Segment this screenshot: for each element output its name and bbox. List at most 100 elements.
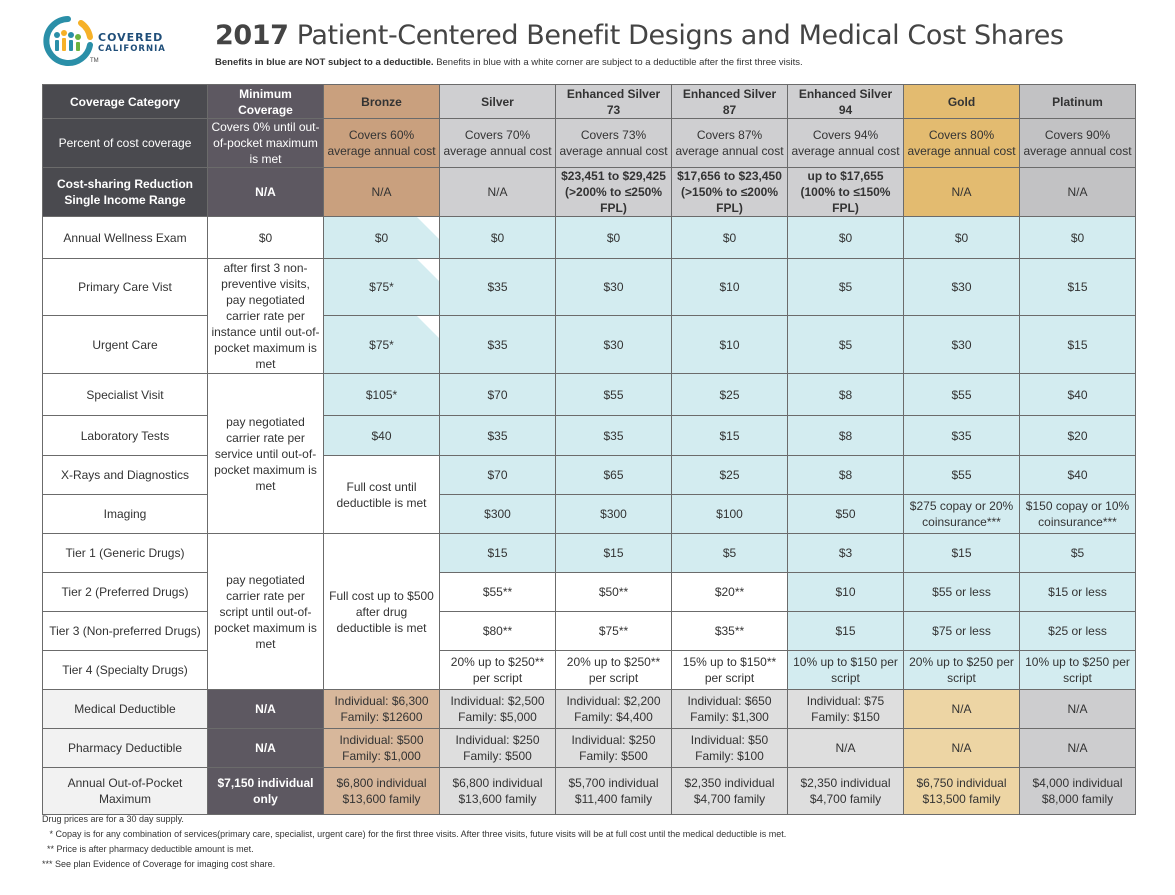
cell-tier3-silver: $80** [439,611,556,651]
cell-oop-es94: $2,350 individual $4,700 family [787,767,904,815]
cell-csr-bronze: N/A [323,167,440,217]
cell-csr-es87: $17,656 to $23,450 (>150% to ≤200% FPL) [671,167,788,217]
specialist-row: Specialist Visit pay negotiated carrier … [42,373,1136,534]
cell-tier4-es87: 15% up to $150** per script [671,650,788,690]
cell-specialist-bronze: $105* [323,373,440,416]
row-label-specialist: Specialist Visit [42,373,208,416]
cell-percent-silver: Covers 70% average annual cost [439,118,556,168]
cell-wellness-es87: $0 [671,216,788,259]
cell-med-ded-es94: Individual: $75 Family: $150 [787,689,904,729]
cell-specialist-es94: $8 [787,373,904,416]
subtitle-rest: Benefits in blue with a white corner are… [436,57,803,68]
cell-med-ded-gold: N/A [903,689,1020,729]
cell-lab-plat: $20 [1019,415,1136,456]
cell-rx-ded-es94: N/A [787,728,904,768]
cell-imaging-silver: $300 [439,494,556,534]
cell-wellness-plat: $0 [1019,216,1136,259]
cell-oop-es73: $5,700 individual $11,400 family [555,767,672,815]
page-subtitle: Benefits in blue are NOT subject to a de… [215,57,803,68]
medical-deductible-row: Medical Deductible N/A Individual: $6,30… [42,689,1136,729]
title-year: 2017 [215,20,289,51]
row-label-urgent: Urgent Care [42,315,208,374]
cell-lab-es87: $15 [671,415,788,456]
cell-wellness-bronze: $0 [323,216,440,259]
cell-tier2-plat: $15 or less [1019,572,1136,612]
cell-wellness-es73: $0 [555,216,672,259]
cell-med-ded-plat: N/A [1019,689,1136,729]
urgent-care-row: Urgent Care $75* $35 $30 $10 $5 $30 $15 [42,315,1136,374]
cell-specialist-es73: $55 [555,373,672,416]
pharmacy-deductible-row: Pharmacy Deductible N/A Individual: $500… [42,728,1136,768]
cell-rx-ded-gold: N/A [903,728,1020,768]
cell-wellness-gold: $0 [903,216,1020,259]
tier2-row: Tier 2 (Preferred Drugs) $55** $50** $20… [42,572,1136,612]
cell-tier4-es73: 20% up to $250** per script [555,650,672,690]
cell-primary-es87: $10 [671,258,788,316]
cell-lab-es94: $8 [787,415,904,456]
cell-min-primary-urgent: after first 3 non-preventive visits, pay… [207,258,324,374]
cell-xray-es73: $65 [555,455,672,495]
cell-percent-es87: Covers 87% average annual cost [671,118,788,168]
wellness-row: Annual Wellness Exam $0 $0 $0 $0 $0 $0 $… [42,216,1136,259]
cell-tier3-plat: $25 or less [1019,611,1136,651]
cell-lab-es73: $35 [555,415,672,456]
cell-tier4-gold: 20% up to $250 per script [903,650,1020,690]
cell-med-ded-es87: Individual: $650 Family: $1,300 [671,689,788,729]
cell-wellness-es94: $0 [787,216,904,259]
cell-tier3-gold: $75 or less [903,611,1020,651]
cell-percent-es73: Covers 73% average annual cost [555,118,672,168]
col-minimum-coverage: Minimum Coverage [207,84,324,119]
cell-tier2-es94: $10 [787,572,904,612]
cell-percent-min: Covers 0% until out-of-pocket maximum is… [207,118,324,168]
cell-primary-bronze: $75* [323,258,440,316]
footnote-single-asterisk: * Copay is for any combination of servic… [42,829,787,839]
col-platinum: Platinum [1019,84,1136,119]
covered-california-logo: COVERED CALIFORNIA TM [40,15,170,70]
out-of-pocket-row: Annual Out-of-Pocket Maximum $7,150 indi… [42,767,1136,815]
tier4-row: Tier 4 (Specialty Drugs) 20% up to $250*… [42,650,1136,690]
cell-tier1-es73: $15 [555,533,672,573]
cell-tier4-plat: 10% up to $250 per script [1019,650,1136,690]
row-label-med-ded: Medical Deductible [42,689,208,729]
row-label-primary: Primary Care Vist [42,258,208,316]
cell-med-ded-silver: Individual: $2,500 Family: $5,000 [439,689,556,729]
cell-imaging-es73: $300 [555,494,672,534]
cell-tier3-es73: $75** [555,611,672,651]
cell-oop-gold: $6,750 individual $13,500 family [903,767,1020,815]
cell-wellness-min: $0 [207,216,324,259]
cell-specialist-silver: $70 [439,373,556,416]
cell-primary-plat: $15 [1019,258,1136,316]
row-label-xray: X-Rays and Diagnostics [42,455,208,495]
row-label-percent: Percent of cost coverage [42,118,208,168]
cell-rx-ded-plat: N/A [1019,728,1136,768]
column-header-row: Coverage Category Minimum Coverage Bronz… [42,84,1136,119]
cell-tier1-es87: $5 [671,533,788,573]
cell-imaging-es94: $50 [787,494,904,534]
row-label-tier3: Tier 3 (Non-preferred Drugs) [42,611,208,651]
cell-lab-bronze: $40 [323,415,440,456]
cell-percent-plat: Covers 90% average annual cost [1019,118,1136,168]
cell-percent-bronze: Covers 60% average annual cost [323,118,440,168]
col-coverage-category: Coverage Category [42,84,208,119]
footnote-triple-asterisk: *** See plan Evidence of Coverage for im… [42,859,276,869]
row-label-rx-ded: Pharmacy Deductible [42,728,208,768]
cell-rx-ded-min: N/A [207,728,324,768]
cell-imaging-plat: $150 copay or 10% coinsurance*** [1019,494,1136,534]
cell-specialist-es87: $25 [671,373,788,416]
row-label-lab: Laboratory Tests [42,415,208,456]
cell-xray-gold: $55 [903,455,1020,495]
logo-trademark: TM [90,58,99,64]
cell-csr-es94: up to $17,655 (100% to ≤150% FPL) [787,167,904,217]
col-gold: Gold [903,84,1020,119]
cell-xray-plat: $40 [1019,455,1136,495]
row-label-oop: Annual Out-of-Pocket Maximum [42,767,208,815]
row-label-tier4: Tier 4 (Specialty Drugs) [42,650,208,690]
cell-bronze-drugs: Full cost up to $500 after drug deductib… [323,533,440,690]
cell-imaging-es87: $100 [671,494,788,534]
cell-lab-gold: $35 [903,415,1020,456]
cell-tier2-gold: $55 or less [903,572,1020,612]
cell-primary-gold: $30 [903,258,1020,316]
cell-specialist-plat: $40 [1019,373,1136,416]
logo-word-covered: COVERED [98,31,164,44]
cell-xray-es94: $8 [787,455,904,495]
